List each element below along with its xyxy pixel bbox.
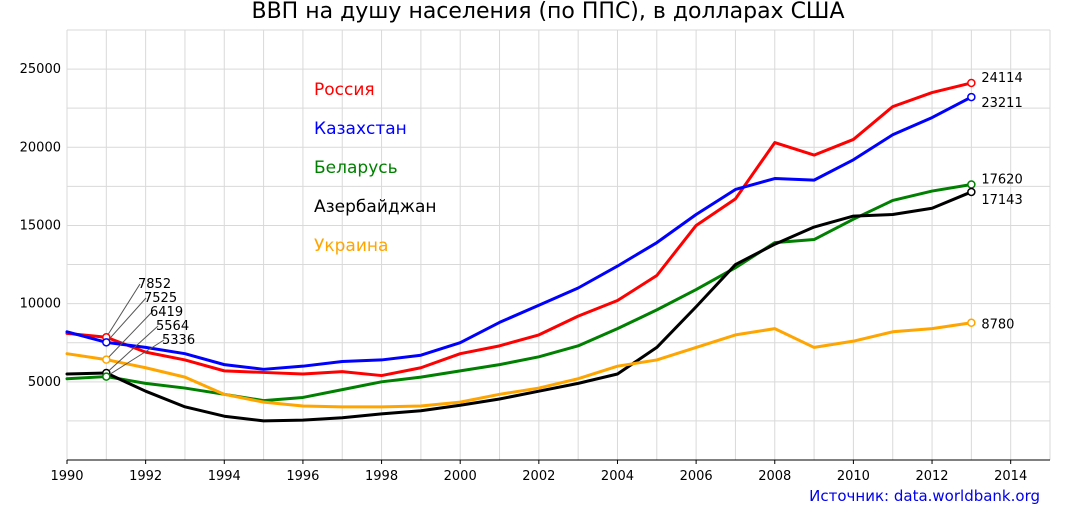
x-tick-label: 2008 [758,469,791,484]
y-tick-label: 15000 [20,218,61,233]
end-value-label: 8780 [981,318,1014,333]
end-value-label: 17620 [981,172,1022,187]
series-line-4 [65,321,973,409]
x-tick-label: 2014 [994,469,1027,484]
x-tick-label: 1998 [365,469,398,484]
annotation-leader [105,297,147,343]
start-value-label: 5336 [162,333,195,348]
annotation-leader [105,311,153,360]
y-tick-label: 20000 [20,140,61,155]
end-value-label: 24114 [981,71,1022,86]
x-tick-label: 2002 [522,469,555,484]
legend-entry: Россия [314,80,375,100]
y-tick-label: 10000 [20,297,61,312]
series-lines [65,81,973,423]
x-tick-label: 1992 [129,469,162,484]
source-link[interactable]: Источник: data.worldbank.org [809,487,1040,505]
start-marker [102,372,111,381]
x-tick-label: 2012 [915,469,948,484]
end-value-labels: 24114 23211 17620 17143 8780 [967,71,1023,333]
legend: Россия Казахстан Беларусь Азербайджан Украин… [314,80,436,256]
x-tick-label: 2006 [680,469,713,484]
end-value-label: 17143 [981,193,1022,208]
y-axis-ticks: 5000 10000 15000 20000 25000 [20,62,61,390]
x-tick-label: 2000 [444,469,477,484]
y-tick-label: 25000 [20,62,61,77]
end-marker [967,78,976,88]
annotation-leader [105,325,159,374]
legend-entry: Азербайджан [314,197,436,217]
start-marker [102,355,111,364]
x-tick-label: 1990 [50,469,83,484]
y-tick-label: 5000 [28,375,61,390]
start-marker [102,338,111,347]
end-value-label: 23211 [981,96,1022,111]
x-tick-label: 1996 [286,469,319,484]
start-value-label: 5564 [156,319,189,334]
legend-entry: Казахстан [314,119,407,139]
end-marker [967,187,976,197]
legend-entry: Беларусь [314,158,398,178]
end-marker [967,92,976,102]
annotation-leader [105,283,141,338]
x-axis-ticks: 1990 1992 1994 1996 1998 2000 2002 2004 2006 2008… [50,460,1027,484]
end-marker [967,318,976,327]
series-line-2 [65,182,973,403]
annotation-leader [106,339,165,377]
series-line-0 [65,81,973,378]
end-marker [967,180,976,189]
series-line-3 [65,190,973,423]
chart-title: ВВП на душу населения (по ППС), в доллар… [251,0,844,24]
x-tick-label: 2010 [837,469,870,484]
x-tick-label: 1994 [208,469,241,484]
start-value-label: 7525 [144,291,177,306]
grid [66,29,1051,460]
start-value-label: 6419 [150,305,183,320]
series-line-1 [65,95,973,371]
legend-entry: Украина [314,236,388,256]
start-value-label: 7852 [138,277,171,292]
x-tick-label: 2004 [601,469,634,484]
